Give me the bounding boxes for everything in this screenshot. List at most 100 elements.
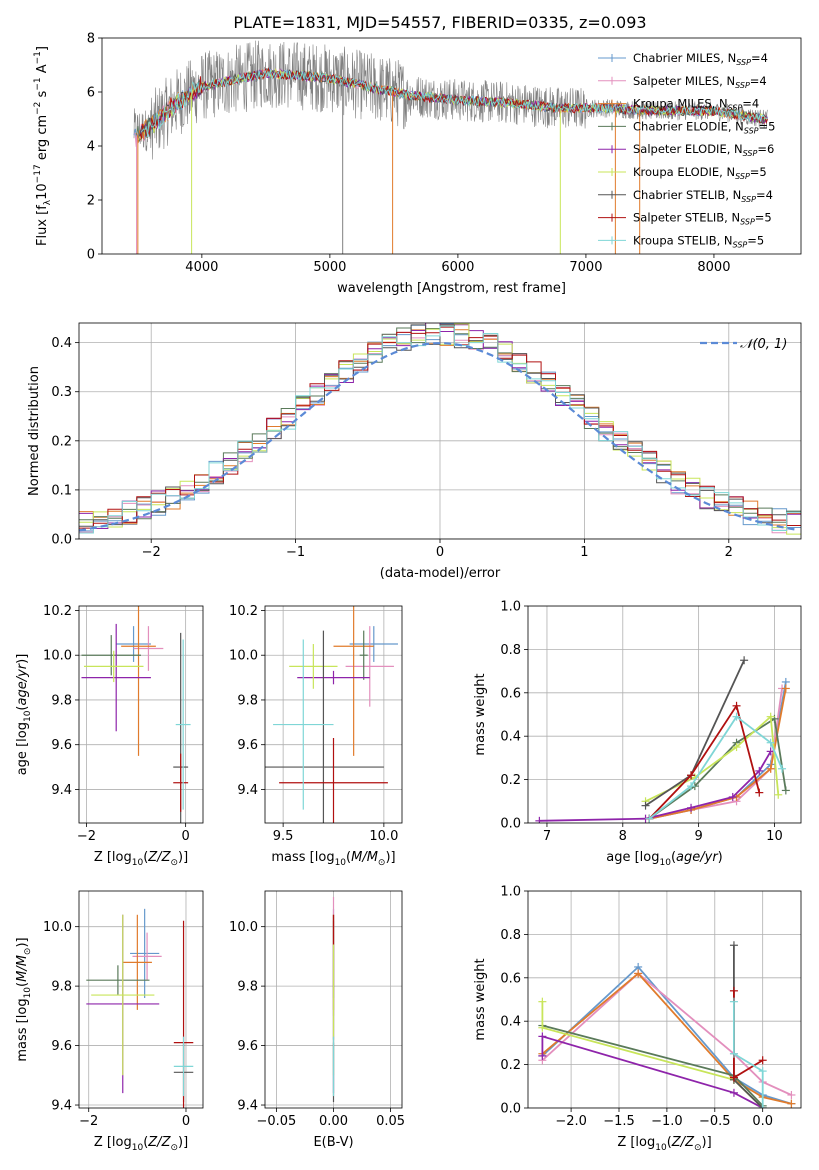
label-part: Z [log	[94, 850, 132, 865]
x-tick-label: 0.05	[376, 1114, 405, 1129]
y-tick-label: 0.0	[500, 817, 521, 832]
y-axis-label: mass weight	[473, 958, 488, 1040]
x-tick-label: 0	[182, 1114, 190, 1129]
weight-line	[733, 945, 764, 1108]
legend-sub: SSP	[736, 58, 751, 67]
axes-frame	[264, 605, 403, 824]
x-tick-label: −1.5	[603, 1114, 635, 1129]
label-part: )]	[15, 654, 30, 664]
y-tick-label: 9.6	[237, 1039, 258, 1054]
legend-label: Salpeter ELODIE, NSSP=6	[633, 142, 774, 158]
label-part: (	[15, 706, 30, 711]
label-part: 10	[23, 987, 33, 999]
label-part: )]	[702, 1135, 712, 1150]
legend-label: Kroupa MILES, NSSP=4	[633, 97, 759, 113]
legend-label: 𝒩(0, 1)	[740, 337, 787, 352]
weight-line	[649, 688, 787, 820]
label-part: )]	[178, 1135, 188, 1150]
x-tick-label: 7	[543, 829, 551, 844]
legend-text: Kroupa STELIB, N	[633, 233, 733, 247]
label-part: age/yr	[676, 850, 719, 865]
weight-line	[541, 1035, 764, 1108]
legend-count: =4	[742, 97, 759, 111]
label-part: ⊙	[694, 1143, 702, 1153]
label-part: mass [log	[271, 850, 334, 865]
chart-mass-vs-ebv: −0.05 0.00 0.05 9.4 9.6 9.8 10.0 E(B-V)	[229, 890, 405, 1150]
y-tick-label: 10.0	[229, 649, 258, 664]
label-part: )]	[385, 850, 395, 865]
y-tick-label: 9.8	[51, 693, 72, 708]
chart-weight-vs-Z: −2.0 −1.5 −1.0 −0.5 0.0 0.0 0.2 0.4 0.6 0.8 1.0 Z […	[473, 885, 802, 1153]
y-tick-label: 0.3	[51, 385, 72, 400]
x-tick-label: −2	[79, 1114, 98, 1129]
label-part: age [log	[15, 722, 30, 775]
legend-sub: SSP	[741, 195, 756, 204]
label-part: )]	[15, 937, 30, 947]
y-tick-label: 0.4	[500, 1015, 521, 1030]
x-axis-label: mass [log10(M/M⊙)]	[271, 850, 395, 868]
label-part: −1	[33, 77, 43, 90]
x-tick-label: 1	[580, 545, 588, 560]
x-axis-label: (data-model)/error	[380, 566, 501, 581]
y-tick-label: 9.4	[237, 783, 258, 798]
plot-area	[265, 606, 402, 823]
legend-label: Salpeter MILES, NSSP=4	[633, 74, 767, 90]
y-tick-label: 10.2	[229, 604, 258, 619]
label-part: mass [log	[15, 998, 30, 1061]
legend-text: Kroupa ELODIE, N	[633, 165, 735, 179]
legend-text: Chabrier ELODIE, N	[633, 119, 744, 133]
y-tick-label: 9.4	[237, 1099, 258, 1114]
label-part: ⊙	[170, 1143, 178, 1153]
legend-sub: SSP	[743, 149, 758, 158]
y-axis-label: Flux [fλ10−17 erg cm−2 s−1 A−1]	[33, 46, 53, 246]
axes-frame	[78, 605, 204, 824]
y-tick-label: 0.2	[500, 1058, 521, 1073]
x-tick-label: −1.0	[651, 1114, 683, 1129]
legend-count: =5	[759, 119, 776, 133]
legend-sub: SSP	[733, 240, 748, 249]
axes-frame	[527, 605, 802, 824]
plot-area	[79, 891, 203, 1108]
y-tick-label: 9.4	[51, 1099, 72, 1114]
label-part: M/M	[351, 850, 378, 865]
label-part: (	[667, 1135, 672, 1150]
x-tick-label: 9.5	[273, 829, 294, 844]
x-tick-label: 0.0	[752, 1114, 773, 1129]
legend-sub: SSP	[735, 172, 750, 181]
label-part: ⊙	[378, 858, 386, 868]
plot-area	[79, 606, 203, 823]
legend-sub: SSP	[744, 126, 759, 135]
label-part: 10	[35, 183, 50, 200]
legend-count: =5	[755, 211, 772, 225]
x-tick-label: 10.0	[369, 829, 398, 844]
label-part: Z [log	[617, 1135, 655, 1150]
legend-text: Chabrier STELIB, N	[633, 188, 741, 202]
label-part: Z/Z	[671, 1135, 695, 1150]
x-tick-label: 2	[725, 545, 733, 560]
label-part: (	[671, 850, 676, 865]
legend-text: Chabrier MILES, N	[633, 51, 736, 65]
legend: 𝒩(0, 1)	[700, 337, 787, 352]
label-part: Z/Z	[147, 850, 171, 865]
x-tick-label: −2	[77, 829, 96, 844]
y-tick-label: 9.8	[51, 980, 72, 995]
chart-spectrum: 4000 5000 6000 7000 8000 0 2 4 6 8 wavelength [Ang…	[33, 32, 802, 296]
label-part: (	[15, 982, 30, 987]
y-axis-label: mass weight	[473, 673, 488, 755]
y-tick-label: 10.0	[43, 649, 72, 664]
legend-count: =4	[750, 74, 767, 88]
label-part: 10	[660, 858, 672, 868]
chart-title: PLATE=1831, MJD=54557, FIBERID=0335, z=0…	[233, 13, 646, 32]
x-tick-label: −0.05	[256, 1114, 296, 1129]
plot-area	[265, 891, 402, 1108]
legend-label: Chabrier STELIB, NSSP=4	[633, 188, 773, 204]
legend-text: Salpeter ELODIE, N	[633, 142, 743, 156]
y-tick-label: 10.0	[43, 920, 72, 935]
label-part: Z/Z	[147, 1135, 171, 1150]
y-tick-label: 0.8	[500, 643, 521, 658]
legend-count: =6	[757, 142, 774, 156]
y-tick-label: 8	[87, 32, 95, 47]
plot-area	[133, 40, 769, 254]
y-tick-label: 9.6	[51, 1039, 72, 1054]
